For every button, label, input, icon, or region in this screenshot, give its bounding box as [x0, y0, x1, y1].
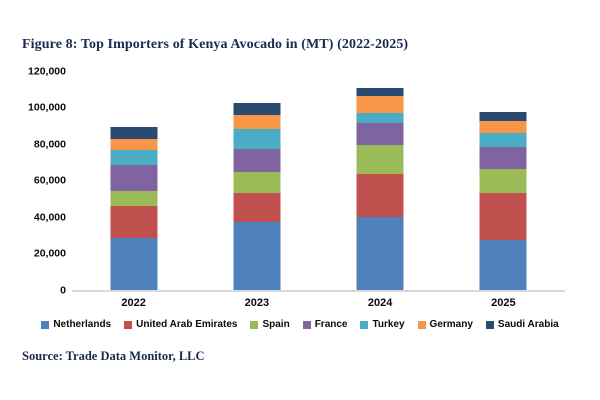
y-tick-label: 40,000 — [33, 210, 66, 223]
bar-segment-saudi-arabia-2022 — [110, 126, 158, 139]
bar-segment-france-2024 — [356, 123, 404, 145]
bar-segment-germany-2022 — [110, 138, 158, 151]
legend-label: Netherlands — [53, 319, 112, 330]
category-cell-2022 — [72, 71, 195, 290]
bar-segment-united-arab-emirates-2024 — [356, 174, 404, 217]
stacked-bar-2023 — [233, 102, 281, 290]
bar-segment-netherlands-2023 — [233, 221, 281, 290]
legend-swatch-icon — [360, 320, 369, 329]
x-tick-label-2023: 2023 — [244, 297, 270, 309]
x-tick-label-2024: 2024 — [367, 297, 393, 309]
legend-swatch-icon — [302, 320, 311, 329]
bar-segment-netherlands-2022 — [110, 238, 158, 290]
bar-segment-turkey-2022 — [110, 150, 158, 166]
legend-label: United Arab Emirates — [136, 319, 238, 330]
legend-label: Germany — [429, 319, 473, 330]
legend-label: France — [314, 319, 348, 330]
x-tick-label-2025: 2025 — [491, 297, 516, 309]
legend-swatch-icon — [250, 320, 259, 329]
legend: Netherlands United Arab Emirates Spain Fran… — [0, 319, 600, 330]
bar-segment-france-2023 — [233, 149, 281, 173]
legend-item-turkey: Turkey — [360, 319, 405, 330]
y-tick-label: 20,000 — [33, 247, 66, 260]
legend-item-germany: Germany — [417, 319, 473, 330]
stacked-bar-2022 — [110, 126, 158, 290]
legend-swatch-icon — [124, 320, 133, 329]
bar-segment-spain-2024 — [356, 144, 404, 175]
x-axis: 2022 2023 2024 2025 — [72, 297, 565, 309]
bar-segment-spain-2023 — [233, 172, 281, 194]
bar-segment-united-arab-emirates-2025 — [479, 193, 527, 240]
bar-segment-germany-2023 — [233, 114, 281, 130]
bar-segment-saudi-arabia-2025 — [479, 112, 527, 122]
bar-segment-germany-2024 — [356, 95, 404, 114]
legend-label: Saudi Arabia — [497, 319, 559, 330]
bar-segment-france-2025 — [479, 146, 527, 169]
bar-segment-turkey-2023 — [233, 129, 281, 150]
bar-segment-spain-2022 — [110, 191, 158, 207]
bar-segment-netherlands-2024 — [356, 217, 404, 290]
legend-item-spain: Spain — [250, 319, 290, 330]
legend-swatch-icon — [485, 320, 494, 329]
bar-segment-netherlands-2025 — [479, 239, 527, 290]
legend-item-saudi-arabia: Saudi Arabia — [485, 319, 559, 330]
legend-swatch-icon — [41, 320, 50, 329]
y-tick-label: 60,000 — [33, 174, 66, 187]
bar-segment-turkey-2025 — [479, 133, 527, 147]
category-cell-2025 — [442, 71, 565, 290]
stacked-bar-2024 — [356, 88, 404, 290]
bar-segment-spain-2025 — [479, 168, 527, 194]
bar-segment-saudi-arabia-2024 — [356, 88, 404, 96]
plot-area — [72, 71, 565, 292]
source-note: Source: Trade Data Monitor, LLC — [22, 349, 205, 363]
legend-label: Turkey — [372, 319, 405, 330]
y-tick-label: 80,000 — [33, 137, 66, 150]
y-tick-label: 0 — [60, 283, 66, 296]
bar-segment-united-arab-emirates-2022 — [110, 206, 158, 238]
stacked-bar-2025 — [479, 112, 527, 290]
y-axis: 0 20,000 40,000 60,000 80,000 100,000 120,000 — [0, 66, 66, 295]
legend-item-netherlands: Netherlands — [41, 319, 111, 330]
bar-segment-united-arab-emirates-2023 — [233, 193, 281, 222]
bar-segment-france-2022 — [110, 165, 158, 192]
figure-title: Figure 8: Top Importers of Kenya Avocado… — [22, 37, 409, 52]
y-tick-label: 100,000 — [28, 101, 66, 114]
bar-segment-germany-2025 — [479, 121, 527, 134]
y-tick-label: 120,000 — [28, 64, 66, 77]
legend-label: Spain — [262, 319, 290, 330]
legend-item-france: France — [302, 319, 348, 330]
bar-segment-saudi-arabia-2023 — [233, 102, 281, 115]
category-cell-2023 — [195, 71, 318, 290]
legend-item-united-arab-emirates: United Arab Emirates — [124, 319, 237, 330]
legend-swatch-icon — [417, 320, 426, 329]
bar-segment-turkey-2024 — [356, 113, 404, 124]
x-tick-label-2022: 2022 — [121, 297, 146, 309]
category-cell-2024 — [319, 71, 442, 290]
